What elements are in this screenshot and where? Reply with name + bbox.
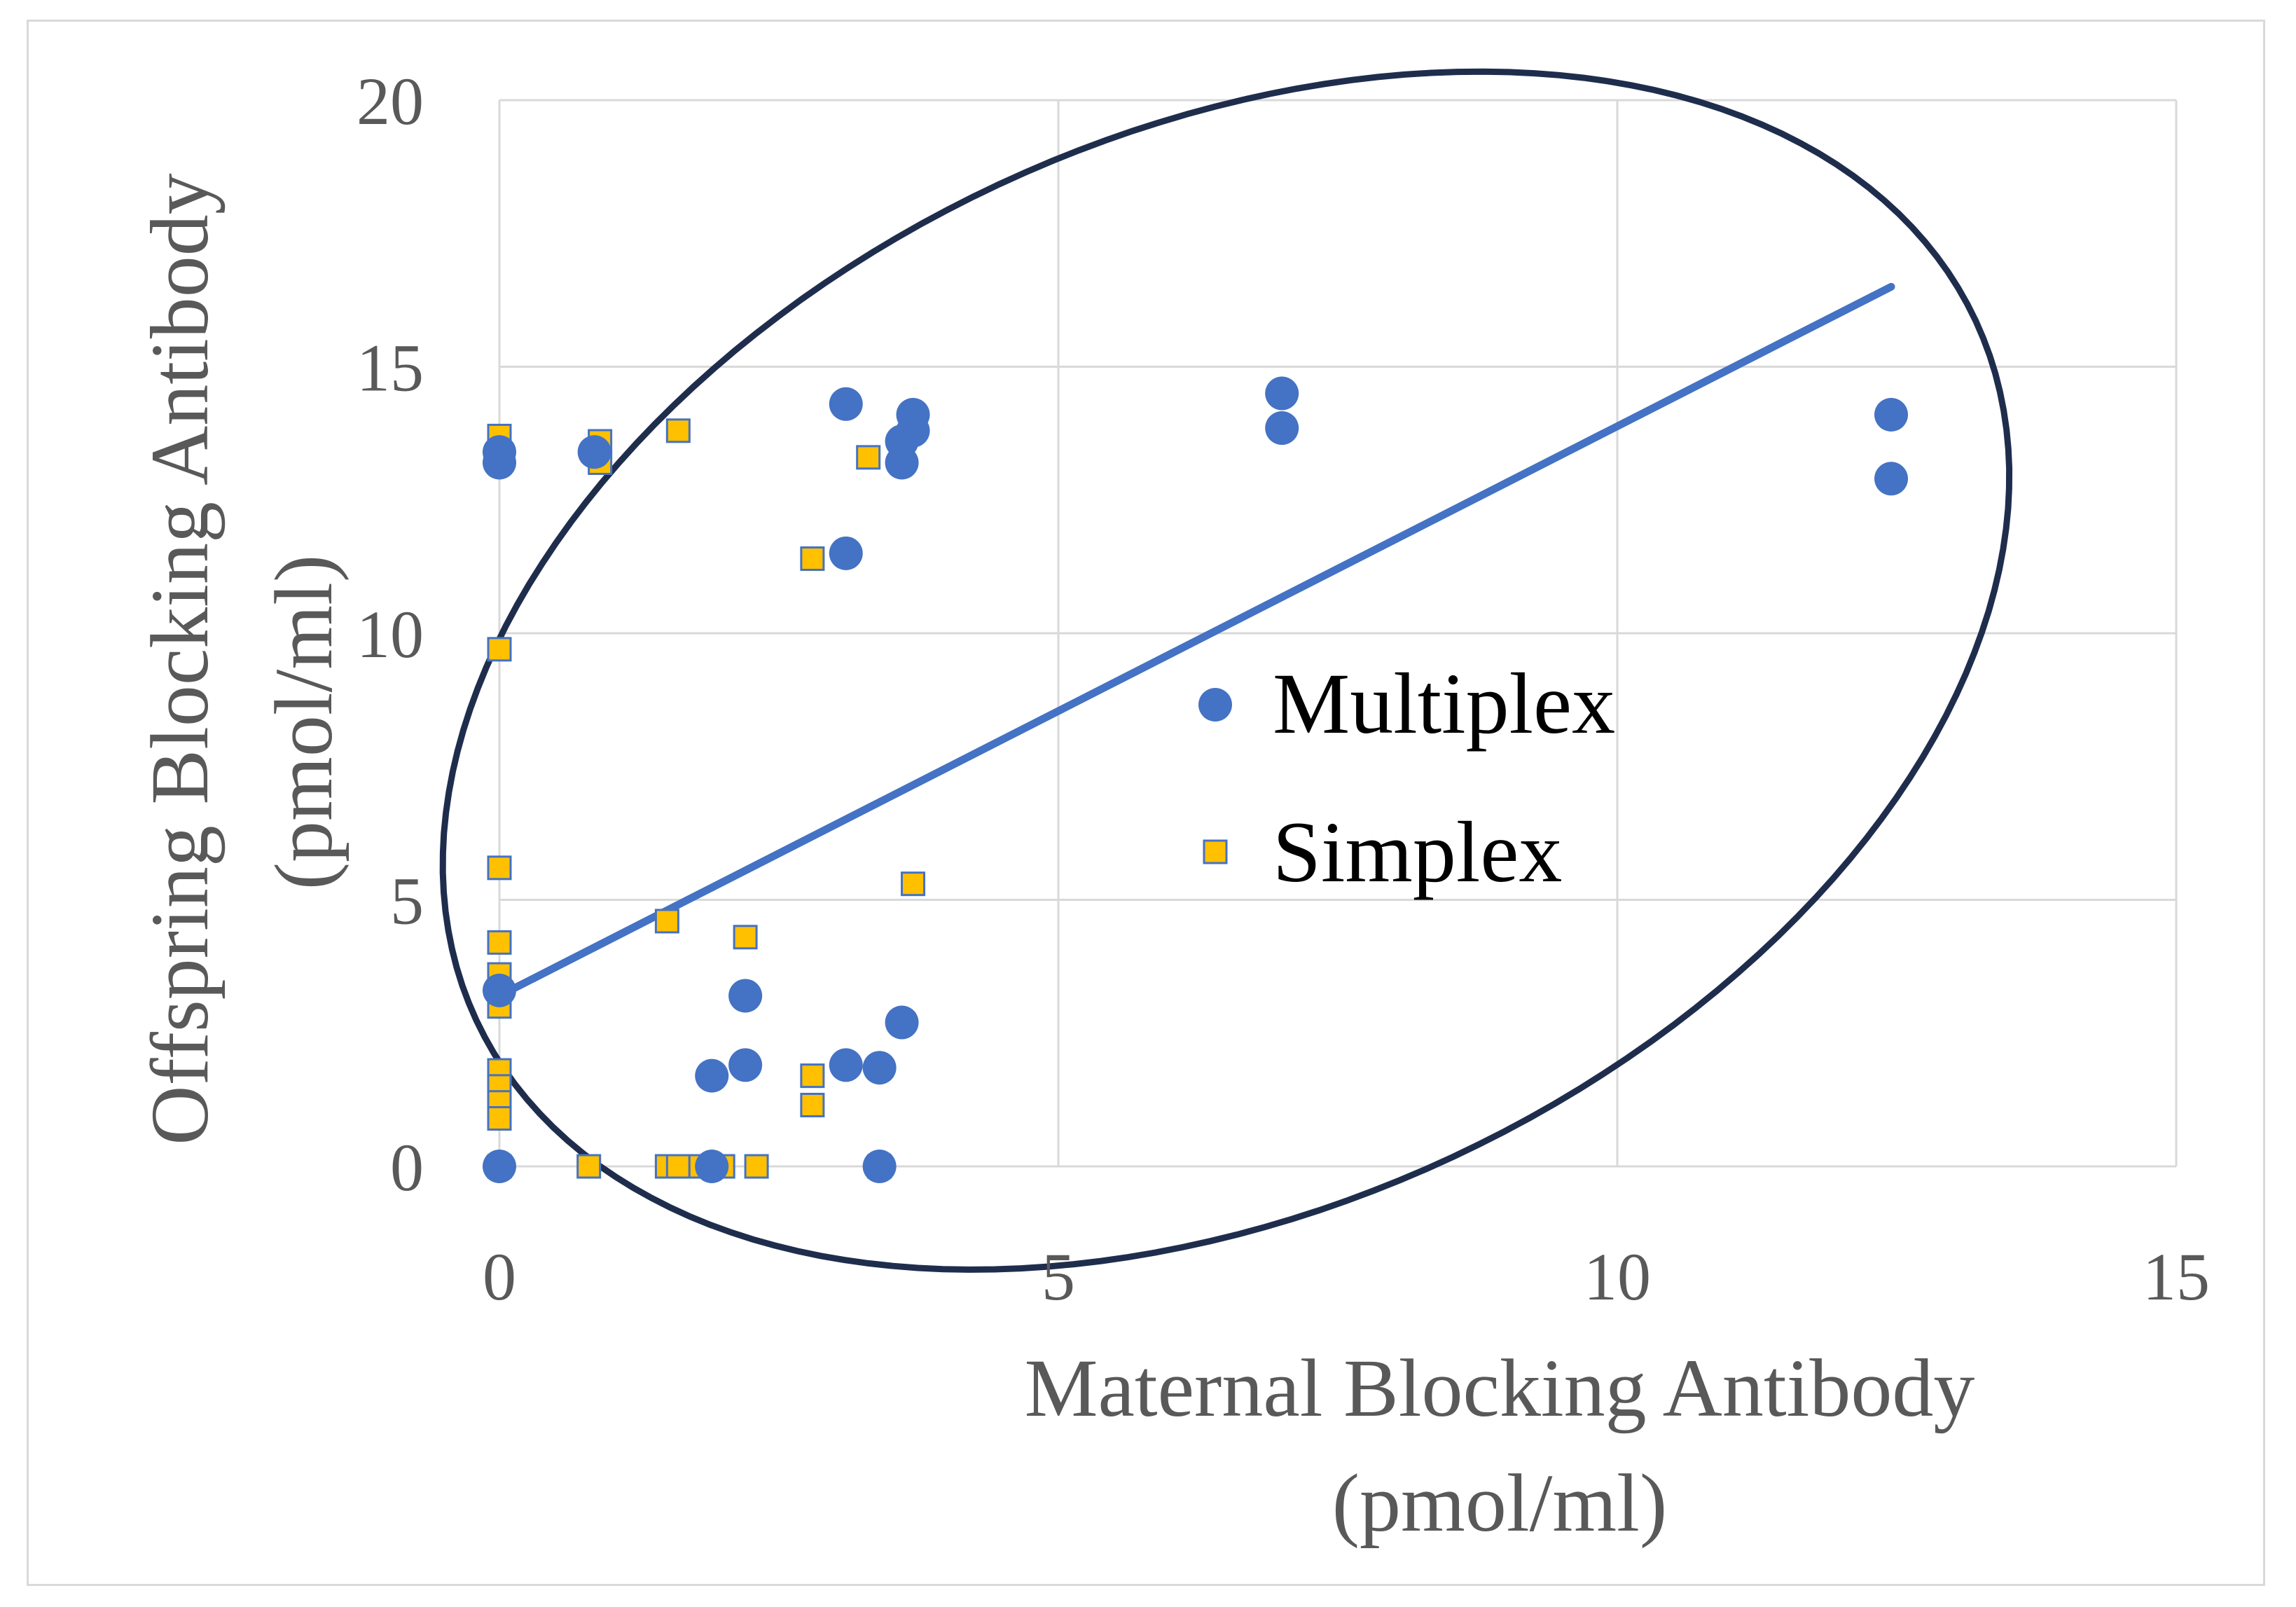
simplex-point [856, 445, 881, 470]
simplex-point [800, 1092, 825, 1117]
multiplex-point [577, 435, 611, 469]
legend-simplex-label: Simplex [1273, 804, 1562, 900]
legend: Multiplex Simplex [1198, 656, 1615, 900]
axis-titles: Maternal Blocking Antibody(pmol/ml)Offsp… [134, 173, 1975, 1549]
simplex-point [487, 637, 512, 662]
y-axis-title-line-2: (pmol/ml) [258, 555, 350, 890]
simplex-point [487, 1106, 512, 1131]
trendline [495, 282, 1895, 1000]
ellipse-annotation-layer [439, 68, 2013, 1273]
simplex-point [744, 1154, 769, 1179]
multiplex-point [1874, 397, 1909, 432]
multiplex-point [829, 536, 863, 570]
multiplex-point [1265, 411, 1299, 446]
ellipse-annotation [439, 68, 2013, 1273]
scatter-chart: 0 5 10 15 0 5 10 15 20 Multiplex Simplex Maternal… [134, 64, 2210, 1549]
multiplex-point [728, 979, 763, 1013]
points-layer [483, 376, 1909, 1183]
chart-container: 0 5 10 15 0 5 10 15 20 Multiplex Simplex Maternal… [27, 20, 2265, 1586]
simplex-point [576, 1154, 602, 1179]
y-tick-label: 15 [357, 331, 424, 406]
y-tick-label: 10 [357, 597, 424, 672]
simplex-point [654, 909, 679, 934]
multiplex-point [483, 973, 516, 1007]
multiplex-point [829, 387, 863, 421]
multiplex-point [483, 446, 516, 480]
simplex-point [733, 925, 758, 950]
trendline-layer [495, 282, 1895, 1000]
x-tick-label: 5 [1042, 1239, 1075, 1314]
legend-multiplex-marker [1198, 688, 1232, 722]
y-tick-label: 20 [357, 64, 424, 139]
x-tick-label: 0 [483, 1239, 516, 1314]
multiplex-point [728, 1048, 763, 1082]
grid [498, 99, 2178, 1168]
multiplex-point [862, 1150, 897, 1183]
multiplex-point [695, 1150, 729, 1183]
y-tick-label: 0 [390, 1130, 424, 1205]
y-axis-title-line-1: Offspring Blocking Antibody [134, 173, 226, 1145]
simplex-point [487, 930, 512, 955]
multiplex-point [695, 1058, 729, 1093]
simplex-point [665, 1154, 691, 1179]
multiplex-point [885, 1005, 919, 1040]
y-axis-title: Offspring Blocking Antibody (pmol/ml) [134, 173, 350, 1145]
x-axis-title-line-2: (pmol/ml) [1332, 1457, 1668, 1549]
tick-labels: 0 5 10 15 0 5 10 15 20 [357, 64, 2210, 1314]
multiplex-point [483, 1150, 516, 1183]
simplex-point [800, 546, 825, 571]
legend-simplex-marker [1203, 839, 1228, 864]
simplex-point [487, 855, 512, 881]
multiplex-point [862, 1051, 897, 1085]
multiplex-point [885, 446, 919, 480]
multiplex-point [829, 1048, 863, 1082]
x-axis-title-line-1: Maternal Blocking Antibody [1025, 1342, 1975, 1434]
multiplex-point [896, 413, 930, 448]
multiplex-point [1265, 376, 1299, 411]
simplex-point [901, 871, 926, 897]
x-tick-label: 15 [2143, 1239, 2210, 1314]
legend-multiplex-label: Multiplex [1273, 656, 1615, 752]
multiplex-point [1874, 462, 1909, 496]
y-tick-label: 5 [390, 864, 424, 939]
simplex-point [665, 418, 691, 443]
x-tick-label: 10 [1584, 1239, 1651, 1314]
simplex-point [800, 1063, 825, 1089]
